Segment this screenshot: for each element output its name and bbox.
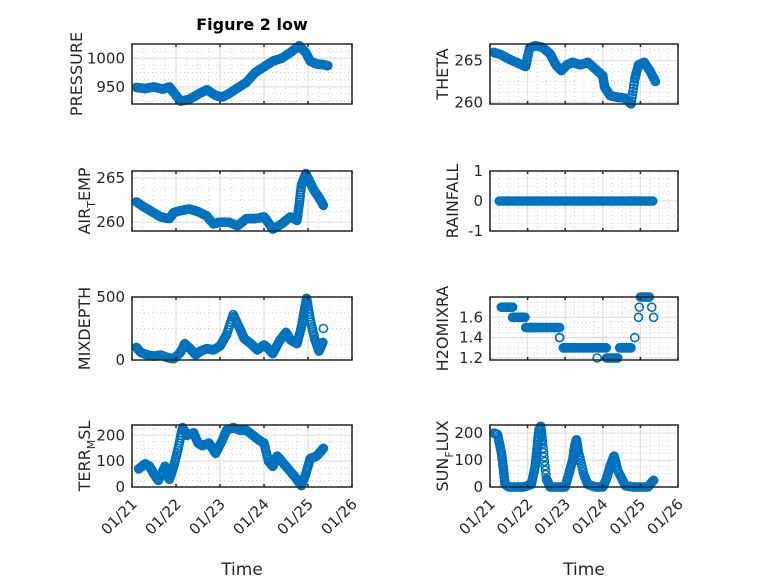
y-tick-label: 950 [96, 78, 125, 96]
data-point [634, 302, 645, 313]
x-tick-label: 01/24 [568, 495, 611, 538]
data-markers [488, 40, 661, 109]
y-tick-label: 500 [96, 288, 125, 306]
data-point [318, 443, 329, 454]
y-tick-label: 100 [454, 451, 483, 469]
x-tick-label: 01/24 [230, 495, 273, 538]
data-point [507, 302, 518, 313]
y-tick-label: 1000 [87, 49, 125, 67]
data-point [612, 353, 623, 363]
x-tick-label: 01/25 [274, 495, 317, 538]
x-axis-label: Time [562, 560, 605, 580]
subplot-rainfall: -1 0 1 RAINFALL [443, 162, 679, 240]
axes-box [131, 296, 353, 361]
axes-box [131, 170, 353, 232]
data-markers [494, 196, 658, 206]
axes-box [131, 424, 353, 488]
data-markers [131, 168, 329, 234]
data-point [539, 456, 550, 467]
y-tick-label: 200 [96, 426, 125, 444]
x-tick-label: 01/26 [644, 495, 687, 538]
data-point [601, 342, 612, 353]
y-tick-label: 265 [96, 169, 125, 187]
y-tick-label: 1.2 [459, 349, 483, 367]
y-axis-label: RAINFALL [443, 164, 462, 239]
data-point [316, 446, 326, 457]
x-tick-label: 01/21 [456, 495, 499, 538]
data-point [650, 76, 661, 87]
x-tick-label: 01/25 [606, 495, 649, 538]
data-point [318, 337, 328, 348]
data-point [626, 342, 636, 353]
y-tick-label: 260 [454, 93, 483, 111]
y-axis-label: MIXDEPTH [75, 287, 94, 370]
data-point [648, 475, 659, 486]
y-axis-label: H2OMIXRA [433, 286, 452, 372]
y-tick-label: 0 [473, 478, 483, 496]
data-point [554, 322, 565, 333]
axes-box [489, 424, 679, 488]
x-tick-label: 01/22 [142, 495, 185, 538]
x-tick-label: 01/22 [493, 495, 536, 538]
y-tick-label: 265 [454, 52, 483, 70]
data-point [538, 447, 549, 458]
data-point [537, 439, 548, 449]
data-point [648, 312, 659, 323]
y-tick-label: 0 [473, 192, 483, 210]
x-axis-label: Time [220, 560, 263, 580]
data-point [520, 312, 530, 323]
y-axis-label: AIRTEMP [75, 167, 98, 234]
x-tick-label: 01/21 [98, 495, 141, 538]
y-tick-label: -1 [468, 222, 483, 240]
y-tick-label: 0 [115, 478, 125, 496]
subplot-h2omixra: 1.2 1.4 1.6 H2OMIXRA [433, 286, 679, 372]
data-markers [488, 421, 659, 492]
x-tick-label: 01/23 [186, 495, 229, 538]
y-tick-label: 100 [96, 452, 125, 470]
y-axis-label: THETA [433, 48, 452, 100]
y-tick-label: 1.4 [459, 329, 483, 347]
data-point [318, 323, 329, 334]
data-point [628, 83, 639, 94]
data-point [318, 200, 329, 211]
data-point [554, 332, 565, 343]
x-tick-label: 01/23 [531, 495, 574, 538]
y-tick-label: 1.6 [459, 308, 483, 326]
axes-box [489, 170, 679, 232]
axes-box [489, 296, 679, 361]
data-point [633, 312, 644, 323]
y-tick-label: 200 [454, 424, 483, 442]
axes-box [131, 43, 353, 105]
subplot-sun-flux: 0 100 200SUNFLUX01/2101/2201/2301/2401/250… [433, 420, 687, 580]
data-point [626, 96, 637, 106]
x-tick-label: 01/26 [318, 495, 361, 538]
y-tick-label: 1 [473, 162, 483, 180]
data-point [592, 353, 603, 363]
data-point [539, 452, 549, 462]
y-tick-label: 0 [115, 351, 125, 369]
data-markers [133, 422, 329, 491]
y-axis-label: SUNFLUX [433, 420, 456, 491]
figure-title: Figure 2 low [196, 15, 308, 34]
data-point [322, 60, 333, 71]
data-point [629, 332, 640, 343]
data-markers [496, 292, 659, 363]
y-tick-label: 260 [96, 213, 125, 231]
axes-box [489, 43, 679, 105]
data-point [646, 302, 657, 313]
y-axis-label: PRESSURE [67, 32, 86, 116]
data-point [647, 196, 658, 206]
data-markers [131, 40, 333, 106]
y-axis-label: TERRMSL [75, 421, 98, 493]
